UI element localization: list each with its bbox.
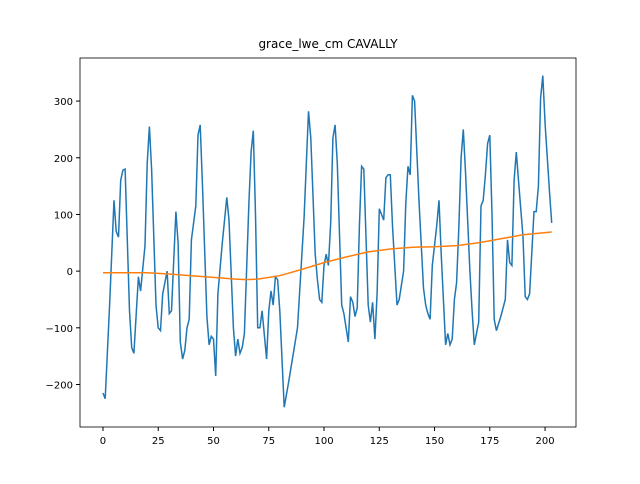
x-tick-label: 75 [262, 436, 275, 447]
line-series [102, 75, 553, 408]
x-tick-label: 175 [480, 436, 499, 447]
x-tick-label: 50 [207, 436, 220, 447]
y-tick-label: −100 [46, 324, 73, 335]
plot-frame [79, 57, 577, 428]
x-tick-label: 150 [425, 436, 444, 447]
x-tick-label: 125 [370, 436, 389, 447]
chart-title: grace_lwe_cm CAVALLY [258, 37, 398, 51]
y-tick-label: 300 [54, 97, 73, 108]
y-tick-label: 200 [54, 154, 73, 165]
y-tick-label: 100 [54, 210, 73, 221]
y-tick-label: 0 [67, 267, 73, 278]
x-tick-label: 0 [100, 436, 106, 447]
x-tick-label: 100 [314, 436, 333, 447]
line-series [103, 231, 552, 281]
x-tick-label: 200 [536, 436, 555, 447]
x-tick-label: 25 [152, 436, 165, 447]
y-tick-label: −200 [46, 380, 73, 391]
